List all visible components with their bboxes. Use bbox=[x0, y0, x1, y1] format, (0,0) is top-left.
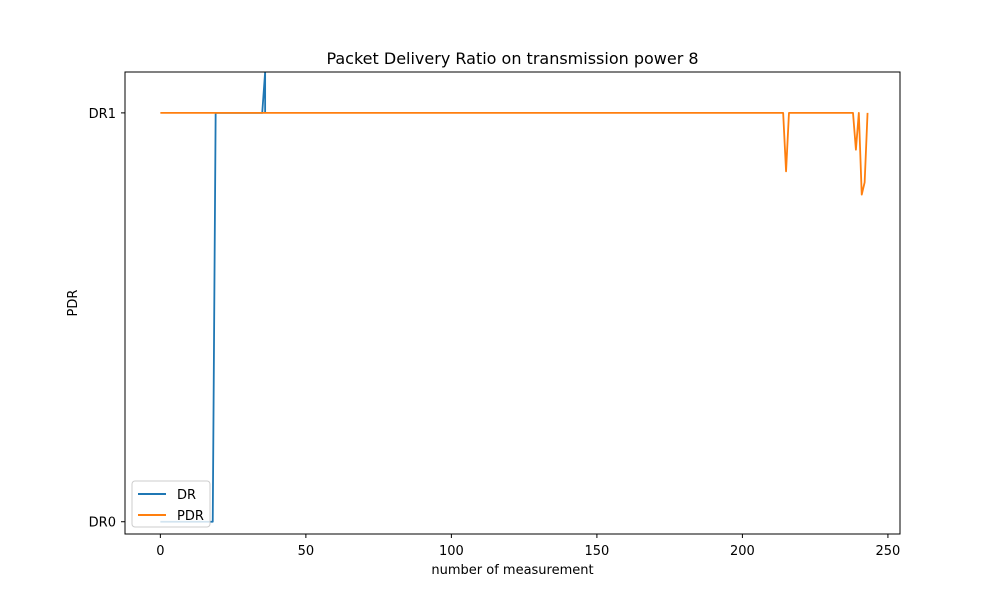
y-tick-label: DR0 bbox=[89, 516, 116, 531]
y-tick-label: DR1 bbox=[89, 107, 116, 122]
x-tick-label: 150 bbox=[584, 544, 609, 559]
x-axis-label: number of measurement bbox=[431, 563, 593, 578]
x-tick-label: 100 bbox=[439, 544, 464, 559]
x-tick-label: 250 bbox=[876, 544, 901, 559]
legend: DR PDR bbox=[131, 480, 211, 528]
x-tick-label: 50 bbox=[298, 544, 315, 559]
legend-label-dr: DR bbox=[177, 488, 196, 503]
series-line-pdr bbox=[160, 111, 869, 196]
y-axis-ticks: DR0 DR1 bbox=[89, 107, 125, 531]
x-axis-ticks: 0 50 100 150 200 250 bbox=[156, 534, 900, 559]
x-tick-label: 0 bbox=[156, 544, 164, 559]
plot-area-frame bbox=[124, 71, 901, 535]
chart-title: Packet Delivery Ratio on transmission po… bbox=[326, 49, 698, 68]
x-tick-label: 200 bbox=[730, 544, 755, 559]
legend-label-pdr: PDR bbox=[177, 509, 204, 524]
y-axis-label: PDR bbox=[66, 290, 81, 317]
